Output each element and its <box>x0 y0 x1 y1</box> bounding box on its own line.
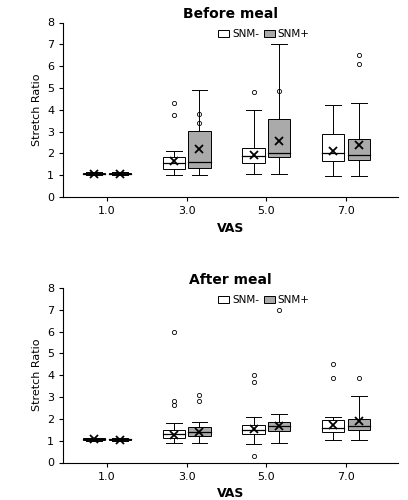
Bar <box>109 173 131 174</box>
X-axis label: VAS: VAS <box>217 222 244 234</box>
Bar <box>242 148 265 164</box>
Bar <box>188 427 211 436</box>
Bar <box>83 173 105 174</box>
Bar <box>322 420 344 432</box>
Bar <box>83 438 105 440</box>
Title: Before meal: Before meal <box>183 8 278 22</box>
Y-axis label: Stretch Ratio: Stretch Ratio <box>31 74 42 146</box>
Bar <box>163 430 185 438</box>
Bar <box>268 422 290 431</box>
Bar <box>348 140 370 160</box>
Title: After meal: After meal <box>189 272 272 286</box>
Bar <box>348 419 370 430</box>
Bar <box>163 156 185 168</box>
Y-axis label: Stretch Ratio: Stretch Ratio <box>31 339 42 411</box>
Legend: SNM-, SNM+: SNM-, SNM+ <box>218 295 310 305</box>
X-axis label: VAS: VAS <box>217 487 244 500</box>
Bar <box>109 438 131 440</box>
Bar <box>188 130 211 168</box>
Bar <box>242 426 265 434</box>
Bar <box>322 134 344 161</box>
Legend: SNM-, SNM+: SNM-, SNM+ <box>218 30 310 40</box>
Bar <box>268 118 290 156</box>
